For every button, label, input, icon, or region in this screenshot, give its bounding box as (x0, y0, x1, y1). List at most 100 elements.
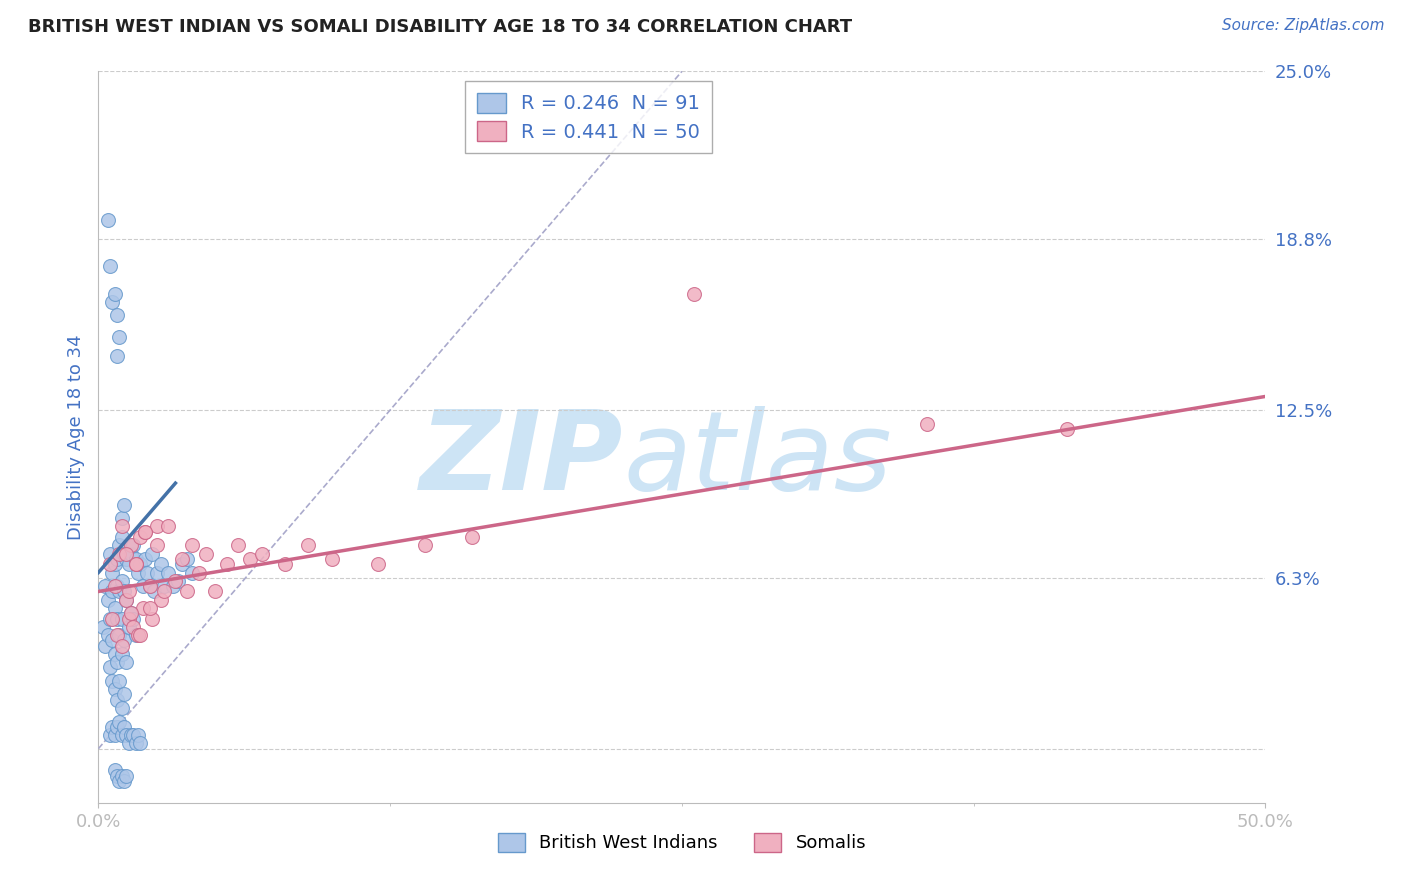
Point (98, 547, 121, 561)
Point (129, 628, 152, 642)
Point (105, 628, 128, 642)
Point (104, 681, 127, 696)
Point (120, 538, 142, 552)
Point (101, 720, 124, 734)
Point (176, 552, 198, 566)
Point (146, 538, 169, 552)
Point (108, 584, 131, 599)
Point (141, 611, 163, 625)
Point (143, 584, 166, 599)
Point (111, 611, 134, 625)
Point (101, 633, 124, 648)
Point (125, 736, 148, 750)
Point (105, 611, 128, 625)
Point (127, 728, 149, 742)
Point (239, 552, 262, 566)
Point (250, 547, 273, 561)
Point (97, 592, 120, 607)
Point (228, 538, 250, 552)
Point (166, 574, 188, 588)
Point (204, 584, 226, 599)
Point (215, 558, 238, 572)
Point (134, 524, 156, 539)
Point (194, 547, 217, 561)
Point (108, 714, 131, 729)
Point (915, 417, 938, 431)
Point (115, 552, 138, 566)
Point (112, 498, 135, 512)
Point (120, 547, 142, 561)
Point (94, 639, 117, 653)
Point (101, 673, 124, 688)
Point (98, 611, 121, 625)
Point (413, 538, 436, 552)
Point (111, 530, 134, 544)
Text: Source: ZipAtlas.com: Source: ZipAtlas.com (1222, 18, 1385, 33)
Point (134, 524, 156, 539)
Point (94, 579, 117, 593)
Text: atlas: atlas (624, 406, 893, 513)
Point (297, 538, 319, 552)
Point (141, 547, 163, 561)
Point (111, 574, 134, 588)
Point (112, 720, 135, 734)
Point (115, 769, 138, 783)
Point (108, 628, 131, 642)
Point (111, 511, 134, 525)
Point (132, 600, 155, 615)
Point (105, 655, 128, 669)
Point (120, 606, 142, 620)
Point (134, 552, 156, 566)
Point (91, 620, 114, 634)
Point (105, 308, 128, 322)
Point (101, 584, 124, 599)
Point (111, 769, 134, 783)
Point (127, 566, 149, 580)
Point (105, 579, 128, 593)
Y-axis label: Disability Age 18 to 34: Disability Age 18 to 34 (66, 334, 84, 540)
Point (104, 286, 127, 301)
Point (112, 688, 135, 702)
Point (146, 566, 169, 580)
Point (321, 552, 343, 566)
Point (105, 693, 128, 707)
Point (101, 294, 124, 309)
Point (150, 592, 173, 607)
Point (111, 728, 134, 742)
Point (115, 655, 138, 669)
Point (129, 530, 152, 544)
Point (180, 566, 202, 580)
Point (101, 566, 124, 580)
Point (176, 584, 198, 599)
Point (125, 628, 148, 642)
Point (112, 547, 135, 561)
Point (152, 584, 174, 599)
Point (187, 566, 209, 580)
Point (172, 552, 194, 566)
Text: BRITISH WEST INDIAN VS SOMALI DISABILITY AGE 18 TO 34 CORRELATION CHART: BRITISH WEST INDIAN VS SOMALI DISABILITY… (28, 18, 852, 36)
Point (118, 558, 141, 572)
Point (1056, 422, 1078, 436)
Point (98, 660, 121, 674)
Point (108, 547, 131, 561)
Point (125, 558, 148, 572)
Point (139, 600, 162, 615)
Point (98, 260, 121, 274)
Point (108, 538, 131, 552)
Point (115, 592, 138, 607)
Point (118, 584, 141, 599)
Point (101, 611, 124, 625)
Point (120, 606, 142, 620)
Point (122, 620, 145, 634)
Point (165, 574, 187, 588)
Point (682, 286, 704, 301)
Text: ZIP: ZIP (420, 406, 624, 513)
Point (367, 558, 389, 572)
Point (146, 519, 169, 533)
Point (105, 349, 128, 363)
Point (461, 530, 484, 544)
Point (129, 558, 152, 572)
Point (104, 728, 127, 742)
Point (104, 579, 127, 593)
Point (111, 701, 134, 715)
